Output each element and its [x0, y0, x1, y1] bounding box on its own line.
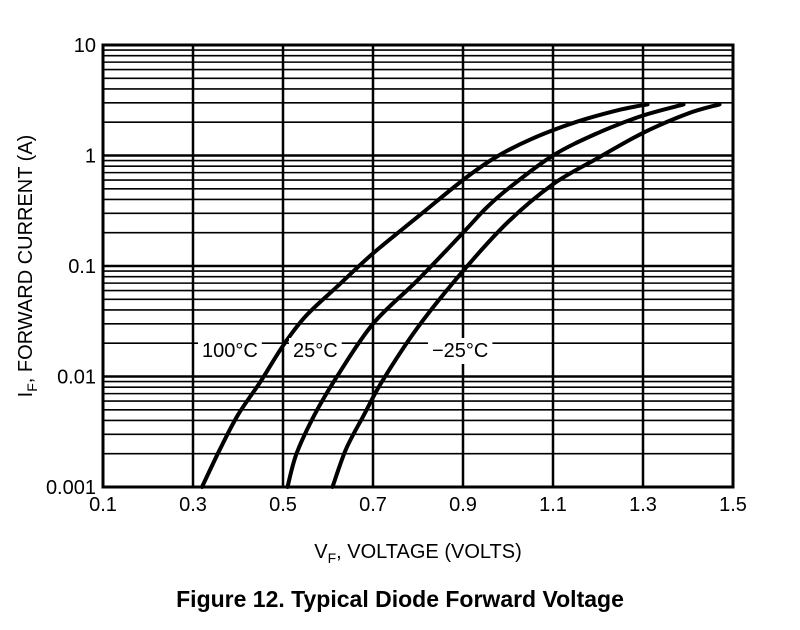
plot-frame [101, 43, 735, 489]
x-tick-label: 0.3 [179, 494, 207, 516]
series-line-0 [200, 102, 650, 489]
y-tick-label: 1 [85, 146, 96, 168]
x-tick-label: 1.3 [629, 494, 657, 516]
y-tick-label: 0.01 [57, 367, 96, 389]
curve-label-minus25c: −25°C [432, 340, 488, 362]
x-tick-label: 0.1 [89, 494, 117, 516]
series-line-2 [330, 102, 722, 489]
chart-area: 100°C 25°C −25°C 0.1 0.3 0.5 0.7 0.9 1.1 1.3 1.… [15, 35, 747, 566]
curves [200, 102, 722, 489]
x-tick-label: 1.1 [539, 494, 567, 516]
grid [101, 45, 735, 489]
y-tick-label: 0.001 [46, 477, 96, 499]
x-tick-label: 0.5 [269, 494, 297, 516]
figure-caption: Figure 12. Typical Diode Forward Voltage [176, 586, 624, 612]
y-tick-labels: 0.001 0.01 0.1 1 10 [46, 35, 96, 499]
x-axis-title: VF, VOLTAGE (VOLTS) [314, 541, 522, 566]
label-bg-minus25c [428, 338, 493, 364]
y-tick-label: 10 [74, 35, 96, 57]
curve-label-25c: 25°C [293, 340, 338, 362]
x-tick-label: 1.5 [719, 494, 747, 516]
y-axis-title: IF, FORWARD CURRENT (A) [15, 135, 40, 398]
series-line-1 [285, 102, 686, 489]
x-tick-label: 0.7 [359, 494, 387, 516]
x-tick-label: 0.9 [449, 494, 477, 516]
curve-label-100c: 100°C [202, 340, 258, 362]
y-tick-label: 0.1 [68, 256, 96, 278]
x-tick-labels: 0.1 0.3 0.5 0.7 0.9 1.1 1.3 1.5 [89, 494, 747, 516]
label-bg-100c [198, 338, 262, 364]
label-bg-25c [289, 338, 342, 364]
